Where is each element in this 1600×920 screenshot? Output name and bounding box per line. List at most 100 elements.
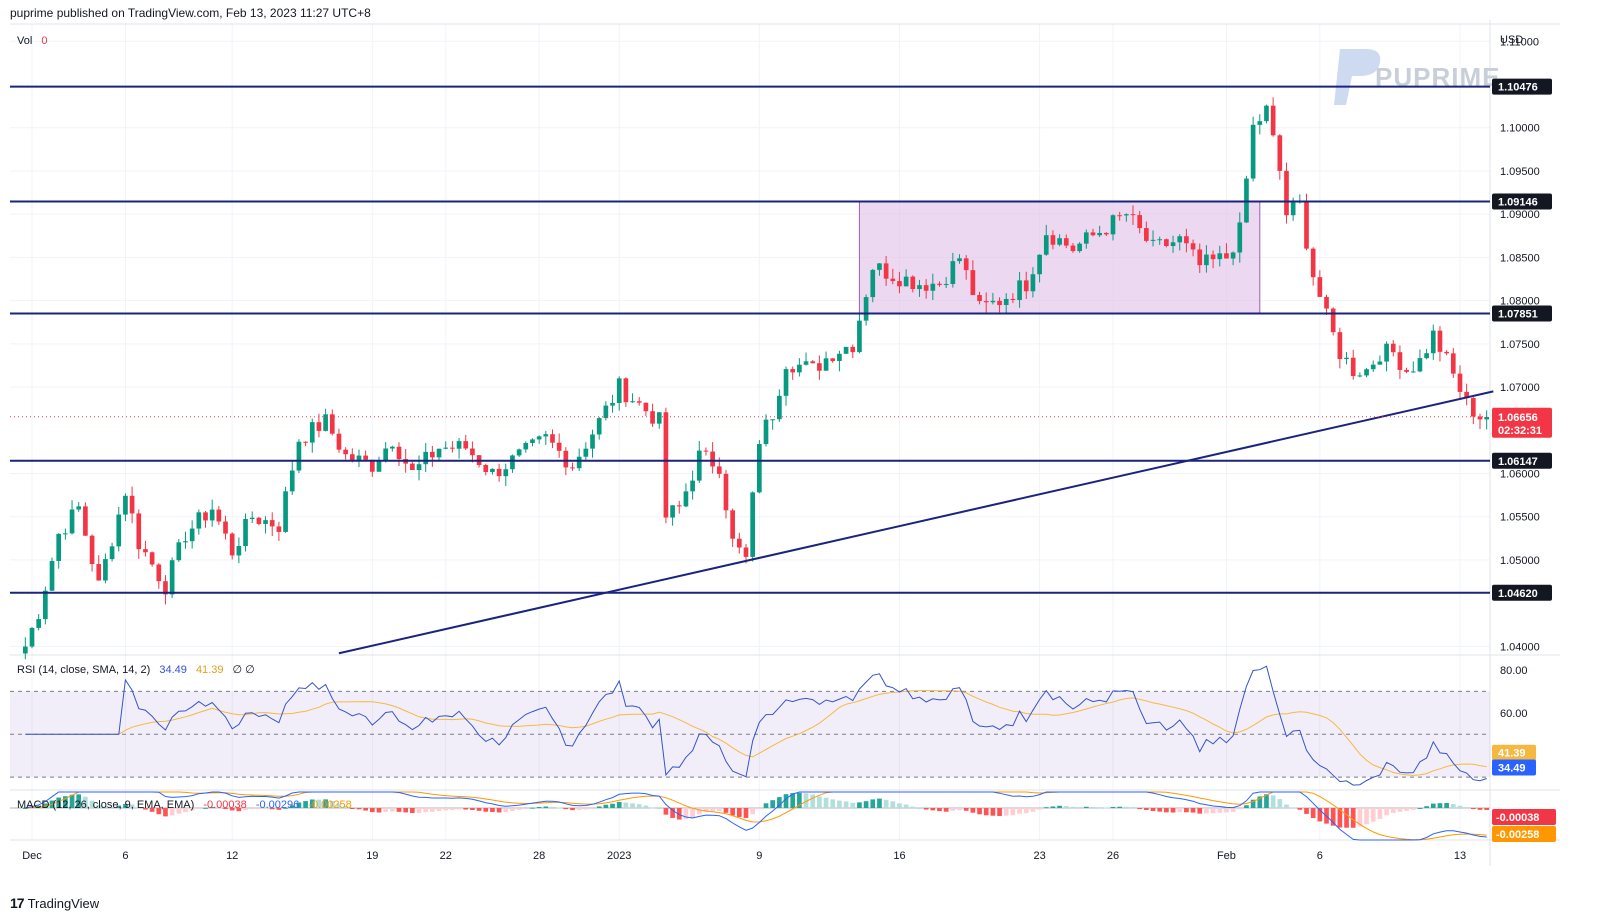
candle-body: [183, 541, 188, 543]
macd-histogram-bar: [456, 808, 462, 810]
macd-histogram-bar: [997, 808, 1002, 817]
candle-body: [590, 434, 595, 449]
macd-histogram-bar: [1037, 808, 1042, 810]
macd-histogram-bar: [803, 793, 809, 808]
candle-body: [1137, 215, 1143, 229]
candle: [1003, 293, 1009, 314]
candle-body: [216, 509, 222, 522]
candle: [623, 377, 629, 407]
candle: [1030, 267, 1036, 298]
candle-body: [510, 455, 515, 470]
candle-body: [1090, 232, 1096, 236]
candle-body: [229, 533, 235, 556]
candle-body: [763, 419, 769, 445]
rsi-line: [25, 665, 1487, 786]
macd-histogram-bar: [1070, 806, 1076, 808]
candle-body: [450, 447, 455, 449]
candle: [1270, 97, 1276, 137]
candle: [229, 532, 235, 560]
macd-histogram-bar: [703, 808, 709, 813]
candle: [450, 441, 455, 453]
candle-body: [923, 285, 929, 291]
candle-body: [1437, 330, 1443, 352]
time-label: Feb: [1217, 850, 1236, 862]
macd-histogram-bar: [1177, 808, 1183, 813]
candle-body: [176, 542, 182, 561]
macd-histogram-bar: [583, 808, 589, 810]
macd-histogram-bar: [736, 808, 742, 817]
macd-histogram-bar: [76, 794, 82, 808]
price-axis[interactable]: USD 1.11000 1.10000 1.09500 1.09000 1.08500 1…: [1500, 34, 1540, 720]
candle-body: [1317, 277, 1323, 297]
candle-body: [163, 581, 168, 595]
trendline[interactable]: [338, 390, 1494, 655]
candle-body: [149, 552, 155, 565]
candle-body: [296, 441, 302, 471]
candle-body: [1003, 298, 1009, 306]
candle: [970, 260, 976, 296]
macd-histogram-bar: [643, 805, 649, 808]
macd-histogram-bar: [1083, 806, 1089, 808]
candle: [1284, 162, 1289, 224]
macd-histogram-bar: [1364, 808, 1369, 825]
candle: [1017, 271, 1022, 308]
candle-body: [1043, 235, 1049, 255]
macd-histogram-bar: [283, 807, 288, 809]
macd-histogram-bar: [823, 797, 829, 808]
candle: [763, 414, 769, 447]
macd-histogram-bar: [636, 804, 642, 808]
candle-body: [169, 560, 175, 595]
candle: [1344, 351, 1349, 365]
macd-histogram-bar: [1157, 808, 1163, 812]
candle: [963, 255, 969, 280]
candle-body: [1477, 416, 1483, 420]
candle-body: [416, 464, 422, 471]
tradingview-footer[interactable]: 17 TradingView: [10, 895, 99, 911]
macd-histogram-bar: [1150, 808, 1156, 811]
macd-histogram-bar: [423, 808, 429, 813]
candle: [536, 435, 542, 444]
macd-histogram-bar: [690, 808, 695, 818]
candle-body: [249, 517, 255, 519]
rsi-sma-label: 41.39: [1498, 748, 1526, 760]
candle-body: [269, 520, 275, 527]
candle-body: [1130, 214, 1136, 216]
candle-body: [610, 403, 615, 406]
macd-histogram-bar: [957, 808, 962, 811]
macd-histogram-bar: [1164, 808, 1169, 813]
candle-body: [1277, 135, 1283, 171]
macd-histogram-bar: [837, 800, 842, 808]
macd-histogram-bar: [1290, 807, 1296, 809]
candle: [696, 440, 702, 483]
candle: [636, 397, 642, 406]
candle-body: [810, 361, 816, 364]
candle-body: [823, 358, 829, 371]
macd-histogram-bar: [1190, 808, 1196, 813]
macd-histogram-bar: [897, 803, 902, 808]
macd-histogram-bar: [149, 808, 155, 812]
candle: [1224, 243, 1229, 259]
candle: [1370, 360, 1376, 373]
candle: [1043, 224, 1049, 256]
candle-body: [1097, 232, 1102, 236]
candle: [543, 430, 549, 445]
candle: [1430, 324, 1436, 360]
price-tick: 1.07000: [1500, 382, 1540, 394]
macd-histogram-bar: [1344, 808, 1349, 828]
macd-histogram-bar: [1017, 808, 1022, 814]
macd-histogram-bar: [1397, 808, 1403, 812]
level-label-bg: [1492, 305, 1552, 322]
candle-body: [369, 459, 375, 472]
candle: [1144, 221, 1149, 243]
macd-histogram-bar: [136, 807, 142, 809]
candle-body: [1484, 416, 1489, 420]
candle-body: [1444, 351, 1449, 354]
macd-histogram-bar: [723, 808, 729, 813]
level-label: 1.09146: [1498, 197, 1538, 209]
candle: [1177, 234, 1183, 251]
time-axis[interactable]: Dec 6 12 19 22 28 2023 9 16 23 26 Feb 6 13: [22, 850, 1466, 862]
candle: [1464, 383, 1469, 406]
candle-body: [69, 509, 75, 534]
macd-histogram-bar: [163, 808, 168, 817]
